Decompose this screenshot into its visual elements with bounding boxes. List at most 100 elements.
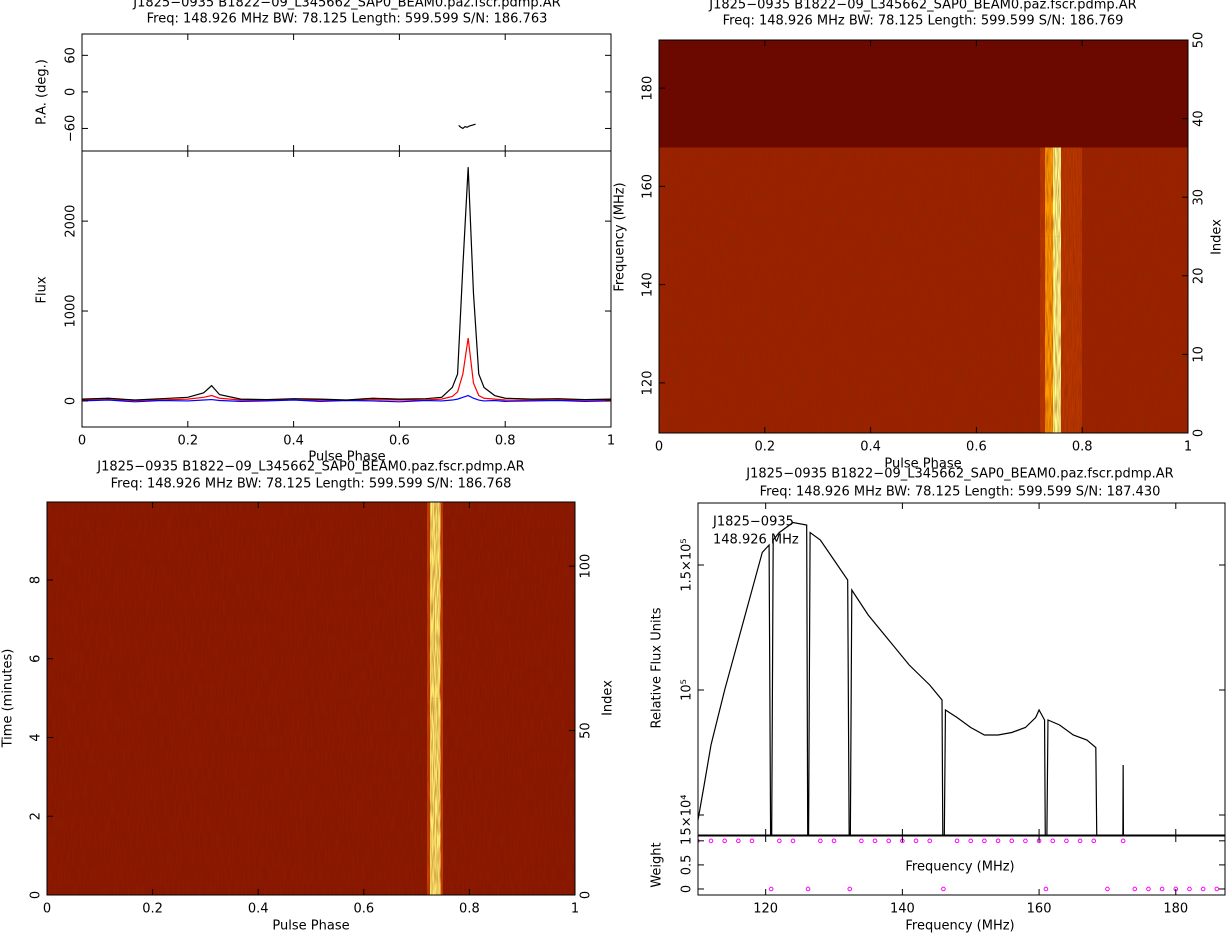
noise-texture — [764, 147, 872, 237]
heatmap-cell — [976, 40, 1041, 148]
noise-texture — [659, 147, 766, 237]
chart-subtitle: Freq: 148.926 MHz BW: 78.125 Length: 599… — [760, 485, 1161, 500]
weight-point — [1009, 838, 1015, 844]
y-tick-label: 10⁵ — [680, 679, 695, 701]
annotation: J1825−0935 — [712, 515, 794, 530]
annotation: 148.926 MHz — [713, 533, 799, 548]
weight-point — [1200, 886, 1206, 892]
noise-texture — [1082, 333, 1188, 433]
heatmap-cell — [659, 40, 766, 148]
y2-tick-label: 0 — [1192, 429, 1207, 437]
noise-texture — [440, 698, 444, 895]
x-tick-label: 0.8 — [459, 902, 480, 917]
y-tick-label: 8 — [29, 576, 44, 584]
y-tick-label: 1.5×10⁵ — [680, 538, 695, 591]
y-tick-label: 60 — [64, 47, 79, 64]
y-tick-label: 0.5 — [680, 855, 695, 876]
y-tick-label: 0 — [680, 885, 695, 893]
noise-texture — [1045, 235, 1054, 335]
weight-point — [859, 838, 864, 844]
noise-texture — [870, 333, 977, 433]
noise-texture — [427, 698, 431, 895]
x-tick-label: 180 — [1163, 902, 1188, 917]
plot-frame — [658, 39, 1189, 434]
x-tick-label: 120 — [753, 902, 778, 917]
y-tick-label: 1 — [680, 837, 695, 845]
noise-texture — [1053, 235, 1062, 335]
weight-point — [968, 838, 974, 844]
heatmap-cell — [1045, 40, 1054, 148]
noise-texture — [976, 333, 1041, 433]
y-tick-label: 160 — [641, 174, 656, 199]
noise-texture — [1039, 147, 1046, 237]
weight-point — [1146, 886, 1151, 892]
x-axis-label: Pulse Phase — [272, 919, 349, 934]
y-tick-label: 180 — [641, 76, 656, 101]
noise-texture — [1061, 147, 1083, 237]
weight-point — [1077, 838, 1083, 844]
weight-point — [1214, 886, 1220, 892]
y2-tick-label: 100 — [579, 554, 594, 579]
pa-line — [458, 123, 476, 130]
x-tick-label: 1 — [1184, 440, 1192, 455]
noise-texture — [429, 502, 441, 699]
weight-point — [831, 838, 837, 844]
noise-texture — [659, 333, 766, 433]
weight-point — [1120, 838, 1126, 844]
y-tick-label: 0 — [29, 891, 44, 899]
weight-point — [1023, 838, 1028, 844]
weight-point — [1132, 886, 1138, 892]
y-axis-label: Relative Flux Units — [650, 607, 665, 728]
x-tick-label: 0.4 — [860, 440, 881, 455]
weight-point — [1187, 886, 1192, 892]
noise-texture — [443, 502, 575, 699]
weight-point — [1091, 838, 1097, 844]
weight-point — [777, 838, 782, 844]
x-tick-label: 0.2 — [754, 440, 775, 455]
plot-frame — [46, 501, 576, 896]
noise-texture — [976, 147, 1041, 237]
noise-texture — [258, 698, 365, 895]
plot-frame — [81, 150, 612, 428]
y-tick-label: 2000 — [64, 205, 79, 238]
noise-texture — [429, 698, 441, 895]
x-tick-label: 0.6 — [389, 434, 410, 449]
y2-axis-label: Index — [601, 680, 616, 716]
chart-subtitle: Freq: 148.926 MHz BW: 78.125 Length: 599… — [147, 12, 548, 27]
x-tick-label: 0 — [655, 440, 663, 455]
weight-point — [941, 886, 946, 892]
x-tick-label: 0.4 — [283, 434, 304, 449]
noise-texture — [1053, 147, 1062, 237]
weight-point — [722, 838, 727, 844]
noise-texture — [258, 502, 365, 699]
y2-tick-label: 50 — [1192, 32, 1207, 49]
y-tick-label: 0 — [64, 397, 79, 405]
y2-tick-label: 40 — [1192, 110, 1207, 127]
x-tick-label: 0.8 — [1072, 440, 1093, 455]
weight-point — [790, 838, 796, 844]
plot-frame — [81, 33, 612, 152]
weight-point — [913, 838, 919, 844]
y-axis-label: Frequency (MHz) — [613, 182, 628, 291]
noise-texture — [152, 502, 259, 699]
y-tick-label: 120 — [641, 370, 656, 395]
y-tick-label: −60 — [64, 115, 79, 142]
plot-frame — [697, 835, 1226, 896]
noise-texture — [870, 147, 977, 237]
heatmap-cell — [1061, 40, 1083, 148]
x-tick-label: 140 — [890, 902, 915, 917]
chart-title: J1825−0935 B1822−09_L345662_SAP0_BEAM0.p… — [96, 460, 524, 475]
y-axis-label: Time (minutes) — [1, 649, 16, 749]
spectrum-line — [698, 521, 1125, 835]
heatmap-cell — [1039, 40, 1046, 148]
x-tick-label: 0 — [78, 434, 86, 449]
chart-title: J1825−0935 B1822−09_L345662_SAP0_BEAM0.p… — [745, 467, 1173, 482]
chart-subtitle: Freq: 148.926 MHz BW: 78.125 Length: 599… — [111, 477, 512, 492]
weight-point — [708, 838, 714, 844]
noise-texture — [764, 333, 872, 433]
heatmap-cell — [1053, 40, 1062, 148]
noise-texture — [976, 235, 1041, 335]
noise-texture — [47, 502, 154, 699]
y-tick-label: 1000 — [64, 294, 79, 327]
